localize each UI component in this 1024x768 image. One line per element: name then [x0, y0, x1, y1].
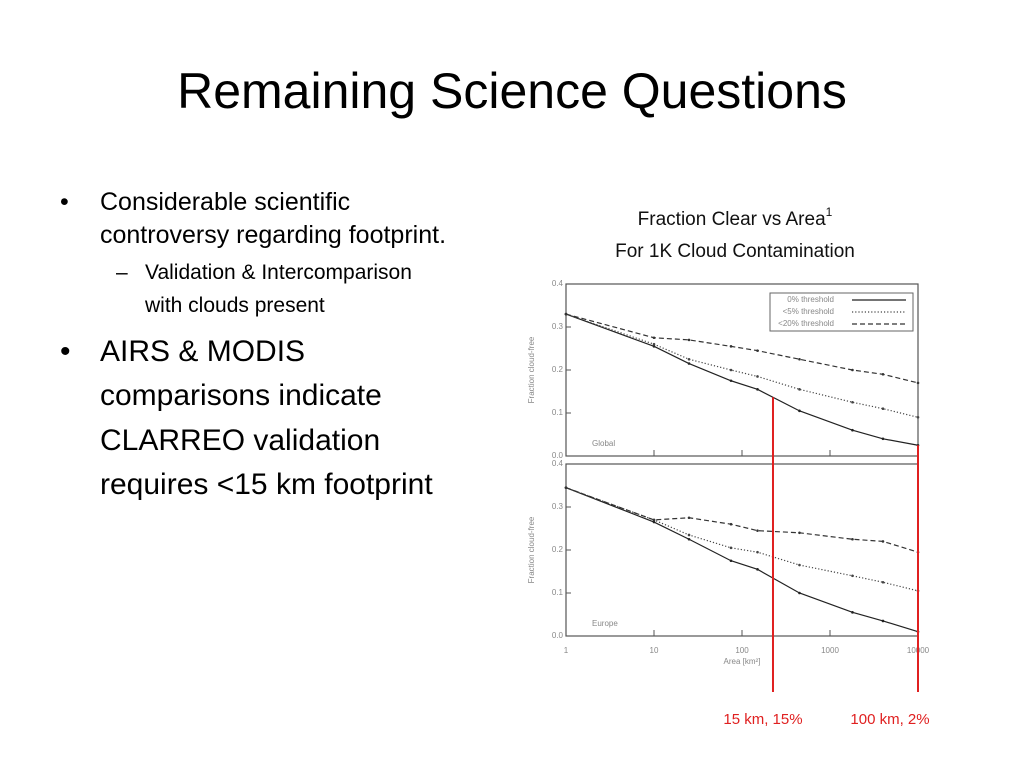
data-point	[729, 546, 733, 550]
data-point	[851, 428, 854, 432]
data-point	[798, 591, 801, 595]
data-point	[687, 357, 691, 361]
data-point	[798, 409, 801, 413]
legend-label: 0% threshold	[787, 295, 834, 304]
data-point	[652, 345, 656, 348]
y-tick-label: 0.1	[552, 588, 564, 597]
bullet: Considerable scientific controversy rega…	[58, 186, 448, 322]
figure-title-sup: 1	[826, 205, 833, 219]
data-point	[564, 312, 568, 316]
data-point	[687, 516, 691, 520]
sub-list: Validation & Intercomparison with clouds…	[100, 257, 448, 322]
series-line	[565, 487, 919, 592]
y-tick-label: 0.4	[552, 459, 564, 468]
data-point	[756, 529, 759, 532]
data-point	[881, 540, 885, 543]
y-axis-label: Fraction cloud-free	[527, 516, 536, 583]
bullet: AIRS & MODIS comparisons indicate CLARRE…	[58, 330, 448, 508]
bullet-list: Considerable scientific controversy rega…	[58, 186, 448, 516]
y-tick-label: 0.3	[552, 502, 564, 511]
data-point	[798, 357, 801, 361]
data-point	[756, 349, 759, 352]
x-tick-label: 100	[735, 646, 749, 655]
marker-label: 15 km, 15%	[723, 711, 802, 728]
y-tick-label: 0.2	[552, 545, 564, 554]
data-point	[687, 362, 691, 365]
plot-frame	[565, 463, 919, 637]
legend-label: <5% threshold	[783, 307, 834, 316]
data-point	[756, 568, 759, 571]
data-point	[798, 531, 801, 535]
y-tick-label: 0.0	[552, 631, 564, 640]
series-line	[565, 487, 919, 553]
data-point	[916, 416, 920, 419]
y-tick-label: 0.3	[552, 322, 564, 331]
data-point	[881, 619, 885, 623]
x-tick-label: 1000	[821, 646, 839, 655]
legend-label: <20% threshold	[778, 319, 834, 328]
data-point	[652, 518, 656, 522]
data-point	[687, 537, 691, 541]
series-line	[565, 487, 919, 633]
data-point	[729, 559, 733, 563]
slide-title: Remaining Science Questions	[177, 63, 847, 119]
data-point	[652, 342, 656, 346]
panel-label: Global	[592, 439, 615, 448]
data-point	[652, 336, 656, 340]
y-axis-label: Fraction cloud-free	[527, 336, 536, 403]
data-point	[851, 400, 854, 404]
data-point	[564, 486, 568, 489]
data-point	[756, 388, 759, 391]
series-line	[565, 313, 919, 446]
y-tick-label: 0.2	[552, 365, 564, 374]
marker-label: 100 km, 2%	[850, 711, 929, 728]
data-point	[798, 388, 801, 391]
figure-subtitle: For 1K Cloud Contamination	[615, 241, 855, 262]
data-point	[756, 375, 759, 378]
x-tick-label: 1	[564, 646, 569, 655]
x-axis-label: Area [km²]	[724, 657, 761, 666]
panel-label: Europe	[592, 619, 618, 628]
data-point	[729, 522, 733, 526]
data-point	[729, 345, 733, 348]
data-point	[729, 379, 733, 383]
data-point	[687, 533, 691, 537]
data-point	[687, 338, 691, 342]
y-tick-label: 0.0	[552, 451, 564, 460]
figure-title-text: Fraction Clear vs Area	[638, 209, 826, 230]
data-point	[881, 437, 885, 441]
data-point	[851, 368, 854, 372]
y-tick-label: 0.1	[552, 408, 564, 417]
y-tick-label: 0.4	[552, 279, 564, 288]
data-point	[729, 368, 733, 372]
data-point	[798, 563, 801, 567]
legend-box	[769, 292, 914, 332]
data-point	[881, 580, 885, 584]
data-point	[881, 407, 885, 411]
data-point	[756, 550, 759, 554]
x-tick-label: 10	[650, 646, 659, 655]
data-point	[851, 537, 854, 541]
sub-bullet: Validation & Intercomparison with clouds…	[100, 257, 448, 322]
data-point	[851, 611, 854, 614]
data-point	[881, 373, 885, 376]
data-point	[916, 381, 920, 385]
bullet-text: Considerable scientific controversy rega…	[100, 188, 447, 249]
data-point	[851, 574, 854, 578]
data-point	[652, 520, 656, 524]
figure-title: Fraction Clear vs Area1	[638, 205, 833, 230]
